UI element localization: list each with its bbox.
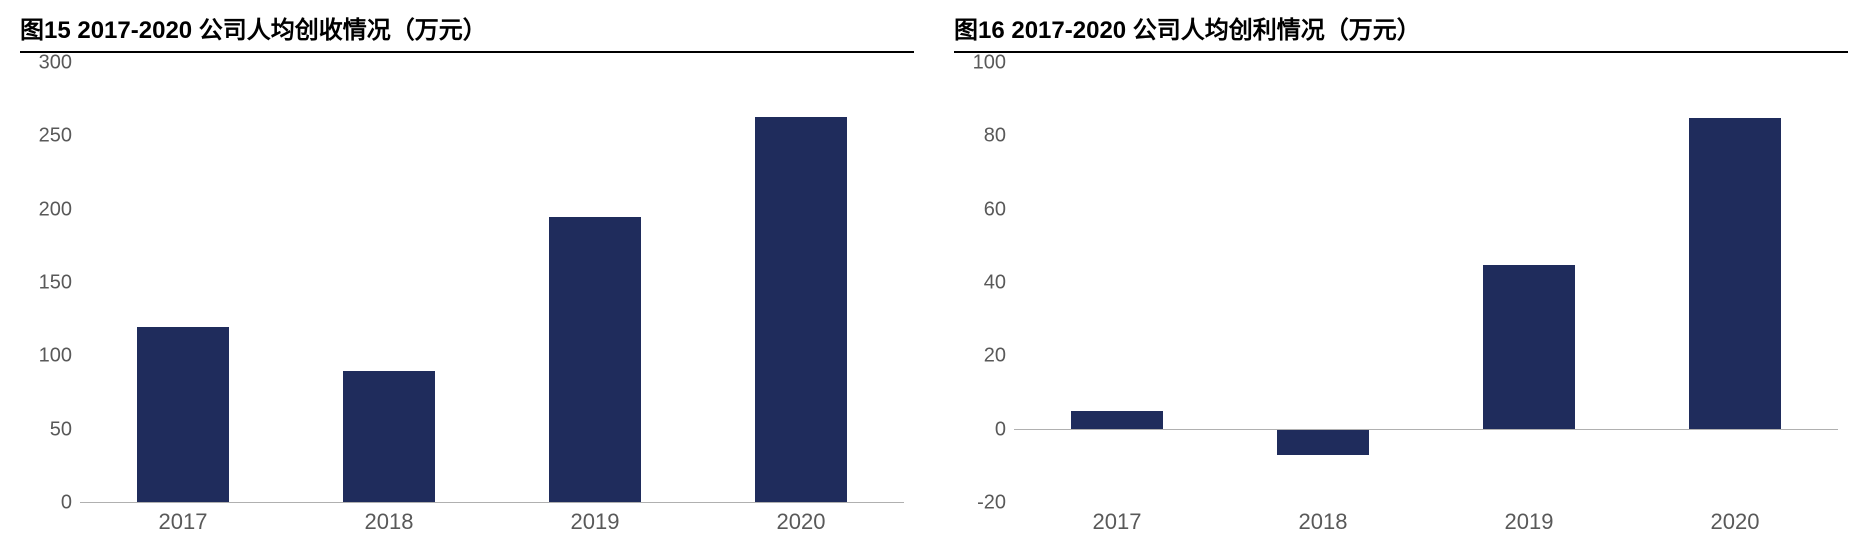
right-x-tick-label: 2020 [1632, 503, 1838, 543]
right-x-tick-label: 2019 [1426, 503, 1632, 543]
left-bar-slot [286, 63, 492, 503]
left-plot-area: 050100150200250300 2017201820192020 [20, 63, 914, 543]
right-y-tick-label: 40 [984, 272, 1006, 295]
left-chart-panel: 图15 2017-2020 公司人均创收情况（万元） 0 50 100 150 200 2… [0, 0, 934, 556]
right-x-tick-label: 2018 [1220, 503, 1426, 543]
left-x-tick-label: 2018 [286, 503, 492, 543]
right-bar [1689, 118, 1782, 430]
right-plot-area: -20020406080100 2017201820192020 [954, 63, 1848, 543]
right-zero-line [1014, 429, 1838, 430]
right-chart-body [1014, 63, 1838, 503]
left-x-axis: 2017201820192020 [80, 503, 904, 543]
left-x-tick-label: 2017 [80, 503, 286, 543]
right-bars-container [1014, 63, 1838, 503]
left-y-tick-label: 0 [61, 492, 72, 515]
right-chart-title: 图16 2017-2020 公司人均创利情况（万元） [954, 10, 1848, 53]
right-y-tick-label: 0 [995, 418, 1006, 441]
left-bar [549, 217, 642, 503]
left-bar-slot [80, 63, 286, 503]
left-y-tick-label: 250 [39, 125, 72, 148]
right-y-tick-label: -20 [977, 492, 1006, 515]
right-y-tick-label: 80 [984, 125, 1006, 148]
left-bars-container [80, 63, 904, 503]
right-bar-slot [1220, 63, 1426, 503]
right-y-tick-label: 60 [984, 198, 1006, 221]
left-y-axis: 050100150200250300 [20, 63, 80, 503]
right-y-axis: -20020406080100 [954, 63, 1014, 503]
left-bar-slot [698, 63, 904, 503]
left-chart-body [80, 63, 904, 503]
left-y-tick-label: 150 [39, 272, 72, 295]
right-y-tick-label: 100 [973, 52, 1006, 75]
right-bar [1071, 411, 1164, 429]
left-y-tick-label: 200 [39, 198, 72, 221]
left-y-tick-label: 50 [50, 418, 72, 441]
right-bar [1483, 265, 1576, 430]
right-x-tick-label: 2017 [1014, 503, 1220, 543]
left-x-tick-label: 2020 [698, 503, 904, 543]
left-bar [137, 327, 230, 503]
left-y-tick-label: 100 [39, 345, 72, 368]
left-y-tick-label: 300 [39, 52, 72, 75]
left-bar [343, 371, 436, 503]
left-bar [755, 117, 848, 503]
right-bar [1277, 430, 1370, 456]
right-bar-slot [1014, 63, 1220, 503]
right-bar-slot [1426, 63, 1632, 503]
left-x-tick-label: 2019 [492, 503, 698, 543]
right-chart-panel: 图16 2017-2020 公司人均创利情况（万元） -20 0 20 40 60 80 1… [934, 0, 1868, 556]
left-bar-slot [492, 63, 698, 503]
right-bar-slot [1632, 63, 1838, 503]
right-y-tick-label: 20 [984, 345, 1006, 368]
right-x-axis: 2017201820192020 [1014, 503, 1838, 543]
left-chart-title: 图15 2017-2020 公司人均创收情况（万元） [20, 10, 914, 53]
